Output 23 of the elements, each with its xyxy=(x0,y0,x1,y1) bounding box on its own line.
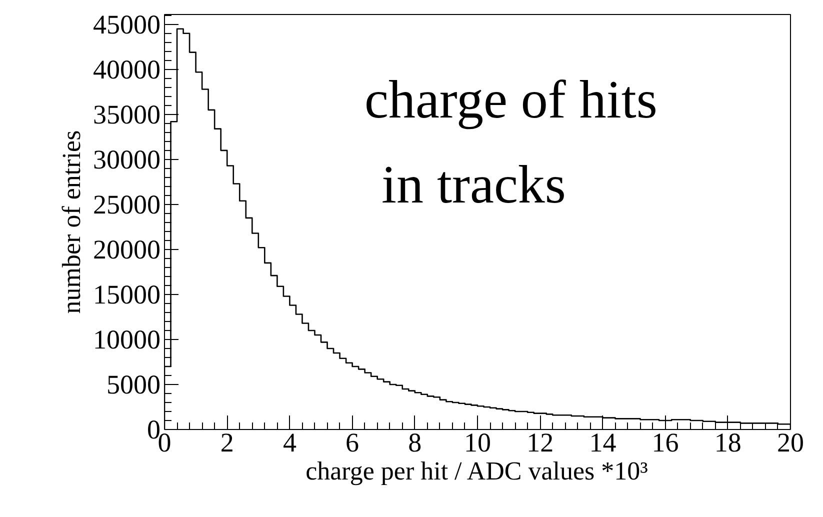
y-tick-label: 10000 xyxy=(93,324,160,354)
y-tick-label: 35000 xyxy=(93,99,160,130)
y-tick-label: 45000 xyxy=(93,9,160,40)
x-tick-label: 20 xyxy=(777,428,804,458)
x-tick-label: 18 xyxy=(714,428,742,458)
y-tick-label: 30000 xyxy=(93,144,160,174)
x-tick-label: 12 xyxy=(526,428,554,458)
x-tick-label: 2 xyxy=(220,428,234,458)
x-tick-label: 8 xyxy=(408,428,422,458)
x-axis-title: charge per hit / ADC values *10³ xyxy=(306,456,648,486)
annotation: in tracks xyxy=(382,154,566,214)
y-tick-label: 5000 xyxy=(106,369,160,400)
y-tick-label: 25000 xyxy=(93,189,160,220)
y-tick-label: 40000 xyxy=(93,54,160,84)
y-tick-label: 15000 xyxy=(93,279,160,310)
x-tick-label: 6 xyxy=(346,428,360,458)
x-tick-label: 16 xyxy=(652,428,679,458)
y-axis-title: number of entries xyxy=(57,130,86,314)
x-tick-label: 14 xyxy=(589,428,617,458)
x-tick-label: 4 xyxy=(282,428,297,458)
x-tick-label: 10 xyxy=(464,428,491,458)
y-tick-label: 20000 xyxy=(93,234,160,264)
annotation: charge of hits xyxy=(364,70,658,130)
